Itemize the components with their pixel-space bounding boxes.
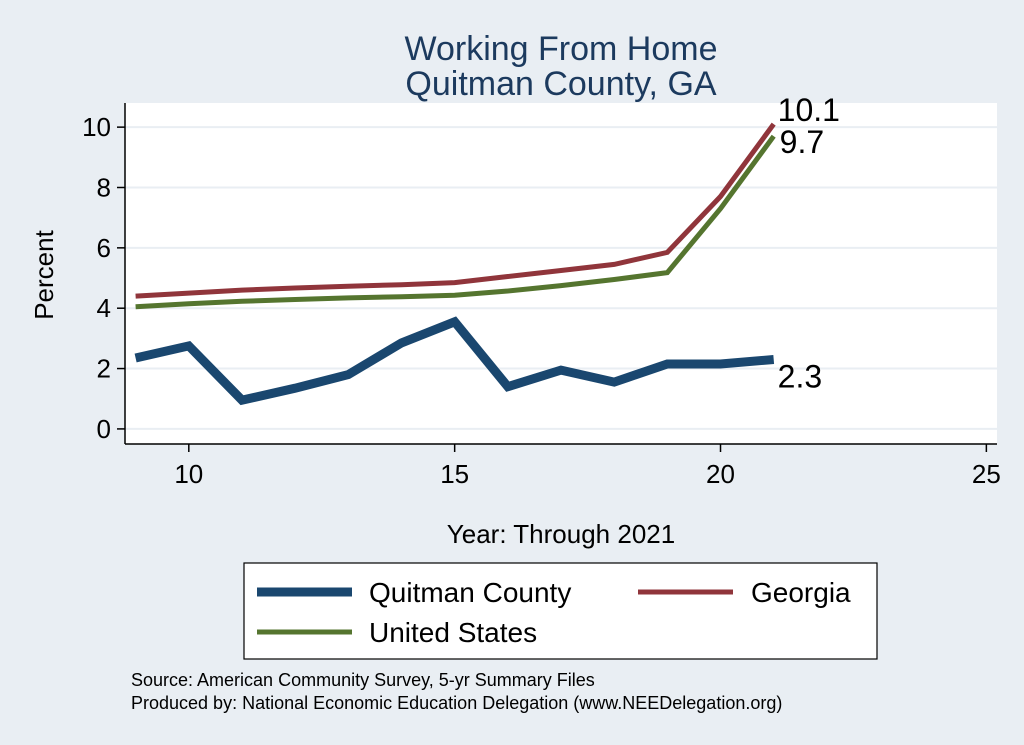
y-tick-label: 2 bbox=[97, 354, 111, 384]
series-line-georgia bbox=[135, 122, 776, 299]
x-tick-label: 25 bbox=[972, 459, 1001, 489]
source-note: Source: American Community Survey, 5-yr … bbox=[131, 670, 595, 690]
end-label-georgia: 10.1 bbox=[778, 92, 840, 128]
plot-area bbox=[125, 103, 997, 444]
y-tick-label: 10 bbox=[82, 112, 111, 142]
end-label-united-states: 9.7 bbox=[780, 124, 824, 160]
end-labels: 2.3 10.19.7 bbox=[778, 92, 840, 394]
y-tick-label: 6 bbox=[97, 233, 111, 263]
axes: 0 2 4 6 8 10 10 15 20 25 bbox=[82, 103, 1001, 489]
legend-box bbox=[243, 562, 878, 660]
y-tick-label: 0 bbox=[97, 414, 111, 444]
y-axis-title: Percent bbox=[29, 229, 59, 319]
x-tick-label: 20 bbox=[706, 459, 735, 489]
x-axis-title: Year: Through 2021 bbox=[447, 519, 675, 549]
y-tick-label: 8 bbox=[97, 172, 111, 202]
chart-title-line-2: Quitman County, GA bbox=[405, 65, 716, 103]
legend-label-united-states: United States bbox=[369, 617, 537, 648]
series-line-quitman-county bbox=[134, 316, 775, 406]
legend-label-georgia: Georgia bbox=[751, 577, 851, 608]
x-tick-label: 15 bbox=[440, 459, 469, 489]
end-label-quitman-county: 2.3 bbox=[778, 359, 822, 395]
chart-title-line-1: Working From Home bbox=[405, 30, 718, 68]
series-line-united-states bbox=[135, 134, 776, 310]
series-lines bbox=[134, 122, 776, 406]
legend: Quitman County Georgia United States bbox=[243, 562, 878, 660]
gridlines bbox=[125, 126, 997, 430]
y-tick-label: 4 bbox=[97, 293, 111, 323]
x-tick-label: 10 bbox=[174, 459, 203, 489]
producer-note: Produced by: National Economic Education… bbox=[131, 693, 782, 713]
legend-label-quitman-county: Quitman County bbox=[369, 577, 571, 608]
